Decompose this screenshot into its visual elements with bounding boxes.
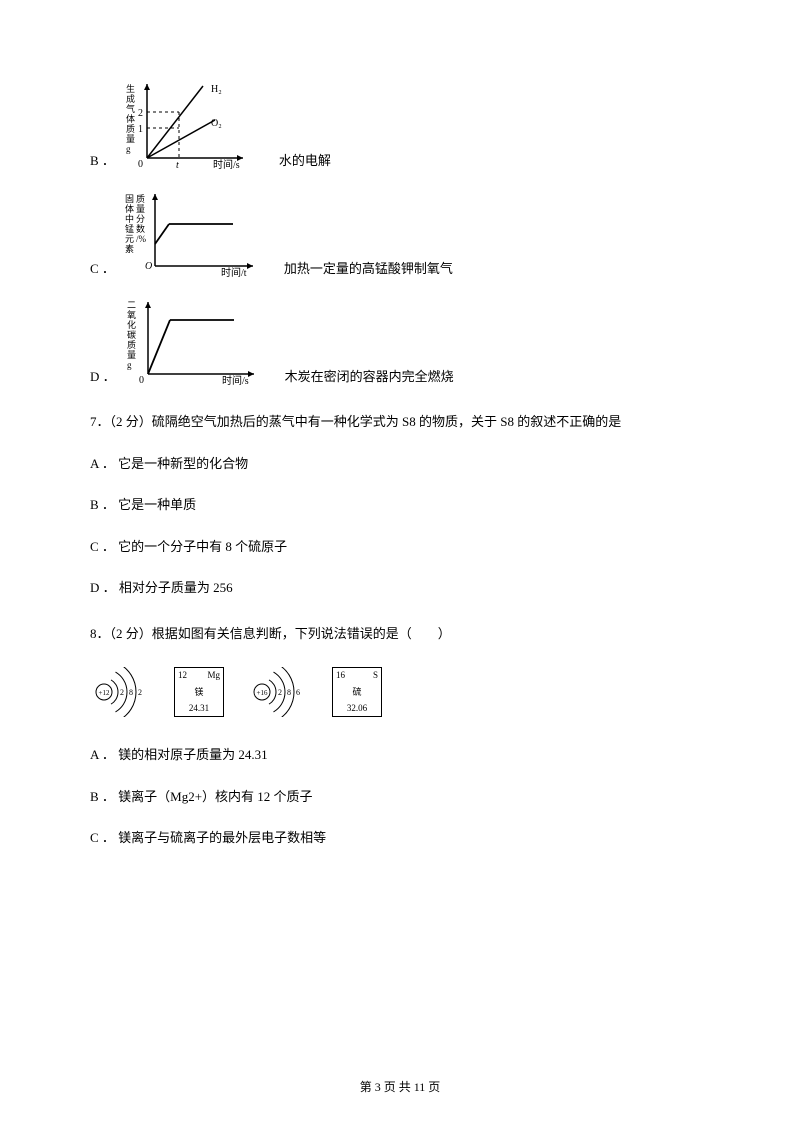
- svg-text:中: 中: [125, 213, 134, 224]
- q8-b: B ． 镁离子（Mg2+）核内有 12 个质子: [90, 787, 710, 807]
- svg-text:2: 2: [138, 108, 143, 119]
- pt-box-mg: 12 Mg 镁 24.31: [174, 667, 224, 717]
- svg-text:6: 6: [296, 688, 300, 697]
- svg-text:2: 2: [278, 688, 282, 697]
- q8-stem: 8．（2 分）根据如图有关信息判断，下列说法错误的是（ ）: [90, 624, 710, 644]
- s-mass: 32.06: [347, 703, 367, 714]
- svg-text:1: 1: [138, 124, 143, 135]
- option-b-row: B ． 生成气体质量g0 2 1 t H₂ O₂ 时间/s 水的电解: [90, 80, 710, 170]
- q7-b: B ． 它是一种单质: [90, 495, 710, 515]
- svg-text:质: 质: [127, 339, 136, 350]
- q7-d: D ． 相对分子质量为 256: [90, 578, 710, 598]
- svg-text:气: 气: [126, 103, 135, 114]
- mg-sym: Mg: [207, 670, 220, 681]
- option-c-label: C ．: [90, 259, 115, 279]
- svg-text:碳: 碳: [127, 329, 136, 340]
- s-sym: S: [373, 670, 378, 681]
- q8-a: A ． 镁的相对原子质量为 24.31: [90, 745, 710, 765]
- svg-text:分: 分: [136, 214, 145, 224]
- svg-text:成: 成: [126, 93, 135, 104]
- svg-text:时间/s: 时间/s: [213, 158, 240, 170]
- svg-text:8: 8: [287, 688, 291, 697]
- chart-b: 生成气体质量g0 2 1 t H₂ O₂ 时间/s: [123, 80, 273, 170]
- mg-name: 镁: [194, 687, 203, 698]
- svg-text:g: g: [126, 144, 131, 154]
- q8-figure-row: +12282 12 Mg 镁 24.31 +16286 16 S 硫 32.06: [90, 667, 710, 717]
- svg-text:时间/s: 时间/s: [222, 374, 249, 386]
- option-b-caption: 水的电解: [279, 151, 331, 171]
- svg-text:0: 0: [139, 375, 144, 386]
- q7-stem: 7．（2 分）硫隔绝空气加热后的蒸气中有一种化学式为 S8 的物质，关于 S8 …: [90, 412, 710, 432]
- option-d-caption: 木炭在密闭的容器内完全燃烧: [285, 367, 454, 387]
- svg-text:/%: /%: [136, 234, 147, 244]
- q8-c: C ． 镁离子与硫离子的最外层电子数相等: [90, 828, 710, 848]
- q7-c: C ． 它的一个分子中有 8 个硫原子: [90, 537, 710, 557]
- s-name: 硫: [352, 687, 361, 698]
- svg-text:锰: 锰: [125, 223, 134, 234]
- svg-text:量: 量: [136, 204, 145, 214]
- option-b-label: B ．: [90, 151, 115, 171]
- svg-text:8: 8: [129, 688, 133, 697]
- svg-text:生: 生: [126, 83, 135, 94]
- svg-text:2: 2: [138, 688, 142, 697]
- chart-d: 二氧化碳质量g0 时间/s: [124, 296, 279, 386]
- svg-text:t: t: [176, 160, 179, 170]
- svg-text:素: 素: [125, 243, 134, 254]
- option-d-row: D ． 二氧化碳质量g0 时间/s 木炭在密闭的容器内完全燃烧: [90, 296, 710, 386]
- svg-text:化: 化: [127, 319, 136, 330]
- svg-text:量: 量: [127, 350, 136, 360]
- svg-text:0: 0: [138, 159, 143, 170]
- svg-text:g: g: [127, 360, 132, 370]
- svg-text:O: O: [145, 261, 152, 272]
- svg-text:+12: +12: [99, 689, 110, 697]
- svg-text:氧: 氧: [127, 309, 136, 320]
- page-footer: 第 3 页 共 11 页: [0, 1078, 800, 1096]
- svg-text:体: 体: [126, 113, 135, 124]
- svg-text:二: 二: [127, 300, 136, 310]
- mg-mass: 24.31: [189, 703, 209, 714]
- svg-text:+16: +16: [257, 689, 268, 697]
- svg-text:时间/t: 时间/t: [221, 266, 247, 278]
- svg-text:元: 元: [125, 234, 134, 244]
- option-d-label: D ．: [90, 367, 116, 387]
- mg-num: 12: [178, 670, 187, 681]
- option-c-row: C ． 固体中锰元素 质量分数/% O 时间/t 加热一定量的高锰酸钾制氧气: [90, 188, 710, 278]
- chart-c: 固体中锰元素 质量分数/% O 时间/t: [123, 188, 278, 278]
- svg-text:2: 2: [120, 688, 124, 697]
- q7-a: A ． 它是一种新型的化合物: [90, 454, 710, 474]
- atom-s: +16 286: [248, 667, 308, 717]
- svg-text:O₂: O₂: [211, 118, 222, 129]
- svg-text:质: 质: [136, 193, 145, 204]
- svg-text:质: 质: [126, 123, 135, 134]
- svg-text:H₂: H₂: [211, 84, 222, 95]
- s-num: 16: [336, 670, 345, 681]
- svg-text:量: 量: [126, 134, 135, 144]
- svg-text:固: 固: [125, 194, 134, 204]
- atom-mg: +12 282: [90, 667, 150, 717]
- svg-text:体: 体: [125, 203, 134, 214]
- svg-text:数: 数: [136, 223, 145, 234]
- option-c-caption: 加热一定量的高锰酸钾制氧气: [284, 259, 453, 279]
- pt-box-s: 16 S 硫 32.06: [332, 667, 382, 717]
